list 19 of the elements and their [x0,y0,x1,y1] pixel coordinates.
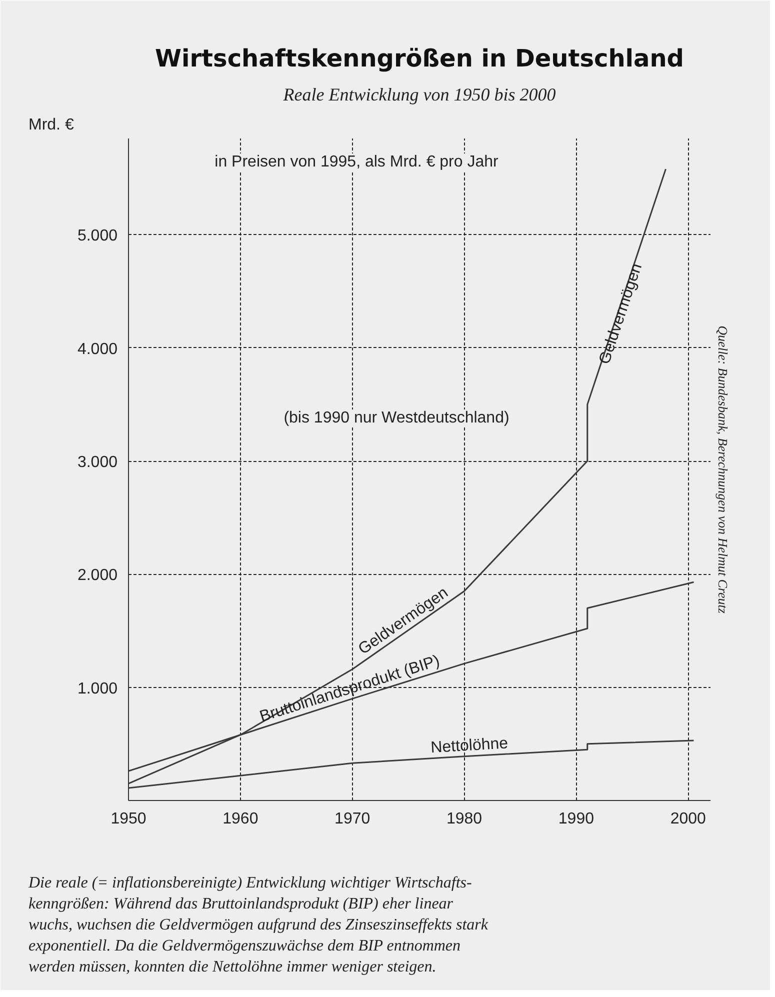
annotation: (bis 1990 nur Westdeutschland) [284,410,510,426]
annotation: in Preisen von 1995, als Mrd. € pro Jahr [214,154,500,170]
chart-title: Wirtschaftskenngrößen in Deutschland [155,44,684,72]
y-axis-title: Mrd. € [28,116,74,134]
x-tick-label: 1950 [110,810,146,828]
chart-subtitle: Reale Entwicklung von 1950 bis 2000 [282,84,556,104]
text: Die reale (= inflationsbereinigte) Entwicklung wichtiger Wirtschafts- kenngrößen: Während das Bruttoinlandsprodukt (BIP) eher linear wuchs, wuchsen die Geldvermögen aufgrund des Zinseszinseffekts stark exponentiell. Da die Geldvermögenszuwächse dem BIP entnommen werden müssen, konnten die Nettolöhne immer weniger steigen. [28,874,489,976]
y-tick-label: 5.000 [77,228,118,245]
x-tick-label: 1960 [222,810,258,828]
source-note: Quelle: Bundesbank, Berechnungen von Helmut Creutz [716,326,730,614]
x-tick-label: 1970 [334,810,370,828]
y-tick-label: 4.000 [77,340,118,358]
x-tick-label: 1990 [558,810,594,828]
x-tick-label: 2000 [670,810,706,828]
y-tick-label: 1.000 [77,680,118,698]
y-tick-label: 3.000 [77,454,118,472]
y-tick-label: 2.000 [77,567,118,584]
x-tick-label: 1980 [446,810,482,828]
series-label: Nettolöhne [430,735,509,757]
